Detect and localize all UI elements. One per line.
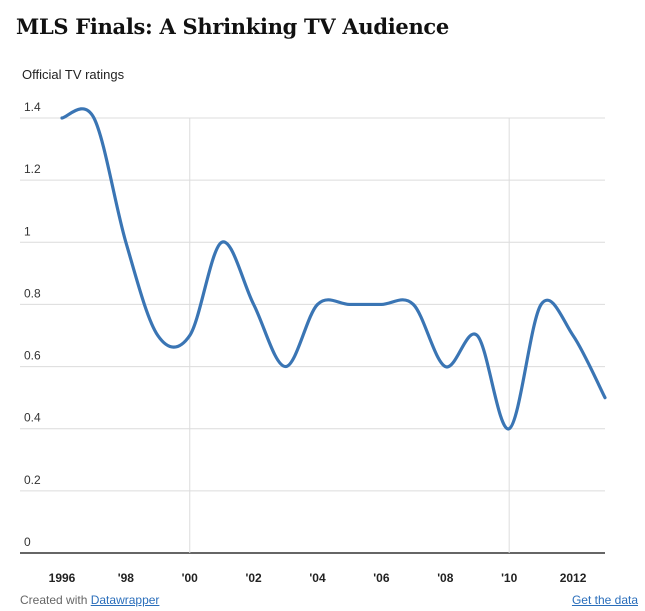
y-tick-labels: 0 0.2 0.4 0.6 0.8 1 1.2 1.4 xyxy=(24,100,41,549)
x-tick-label: '06 xyxy=(373,571,390,585)
x-tick-label: '00 xyxy=(182,571,199,585)
data-point xyxy=(572,334,575,337)
x-tick-label: '10 xyxy=(501,571,518,585)
x-tick-labels: 1996 '98 '00 '02 '04 '06 '08 '10 2012 xyxy=(49,571,587,585)
data-point xyxy=(61,117,64,120)
y-axis-label: Official TV ratings xyxy=(22,67,125,82)
data-point xyxy=(508,427,511,430)
x-tick-label: 2012 xyxy=(560,571,587,585)
data-point xyxy=(412,303,415,306)
data-point xyxy=(444,365,447,368)
y-tick-label: 1.2 xyxy=(24,162,41,176)
x-tick-label: '08 xyxy=(437,571,454,585)
series-layer xyxy=(60,107,607,431)
gridlines xyxy=(20,117,605,554)
data-point xyxy=(348,303,351,306)
x-tick-label: 1996 xyxy=(49,571,76,585)
data-point xyxy=(284,365,287,368)
y-tick-label: 1 xyxy=(24,224,31,238)
data-point xyxy=(380,303,383,306)
chart-title: MLS Finals: A Shrinking TV Audience xyxy=(16,14,449,39)
y-tick-label: 0.4 xyxy=(24,411,41,425)
data-point xyxy=(476,334,479,337)
data-point xyxy=(540,303,543,306)
y-tick-label: 0.6 xyxy=(24,349,41,363)
y-tick-label: 1.4 xyxy=(24,100,41,114)
x-tick-label: '04 xyxy=(309,571,326,585)
data-point xyxy=(316,303,319,306)
x-tick-label: '98 xyxy=(118,571,135,585)
y-tick-label: 0 xyxy=(24,535,31,549)
credit-text: Created with xyxy=(20,593,88,607)
data-point xyxy=(156,334,159,337)
data-point xyxy=(92,117,95,120)
y-tick-label: 0.8 xyxy=(24,286,41,300)
data-point xyxy=(188,334,191,337)
series-line xyxy=(60,107,607,431)
data-point xyxy=(252,303,255,306)
y-tick-label: 0.2 xyxy=(24,473,41,487)
credit: Created with Datawrapper xyxy=(20,593,159,607)
datawrapper-link[interactable]: Datawrapper xyxy=(90,593,160,607)
get-the-data-link[interactable]: Get the data xyxy=(571,593,638,607)
data-point xyxy=(124,241,127,244)
data-point xyxy=(604,396,607,399)
x-tick-label: '02 xyxy=(246,571,263,585)
data-point xyxy=(220,241,223,244)
